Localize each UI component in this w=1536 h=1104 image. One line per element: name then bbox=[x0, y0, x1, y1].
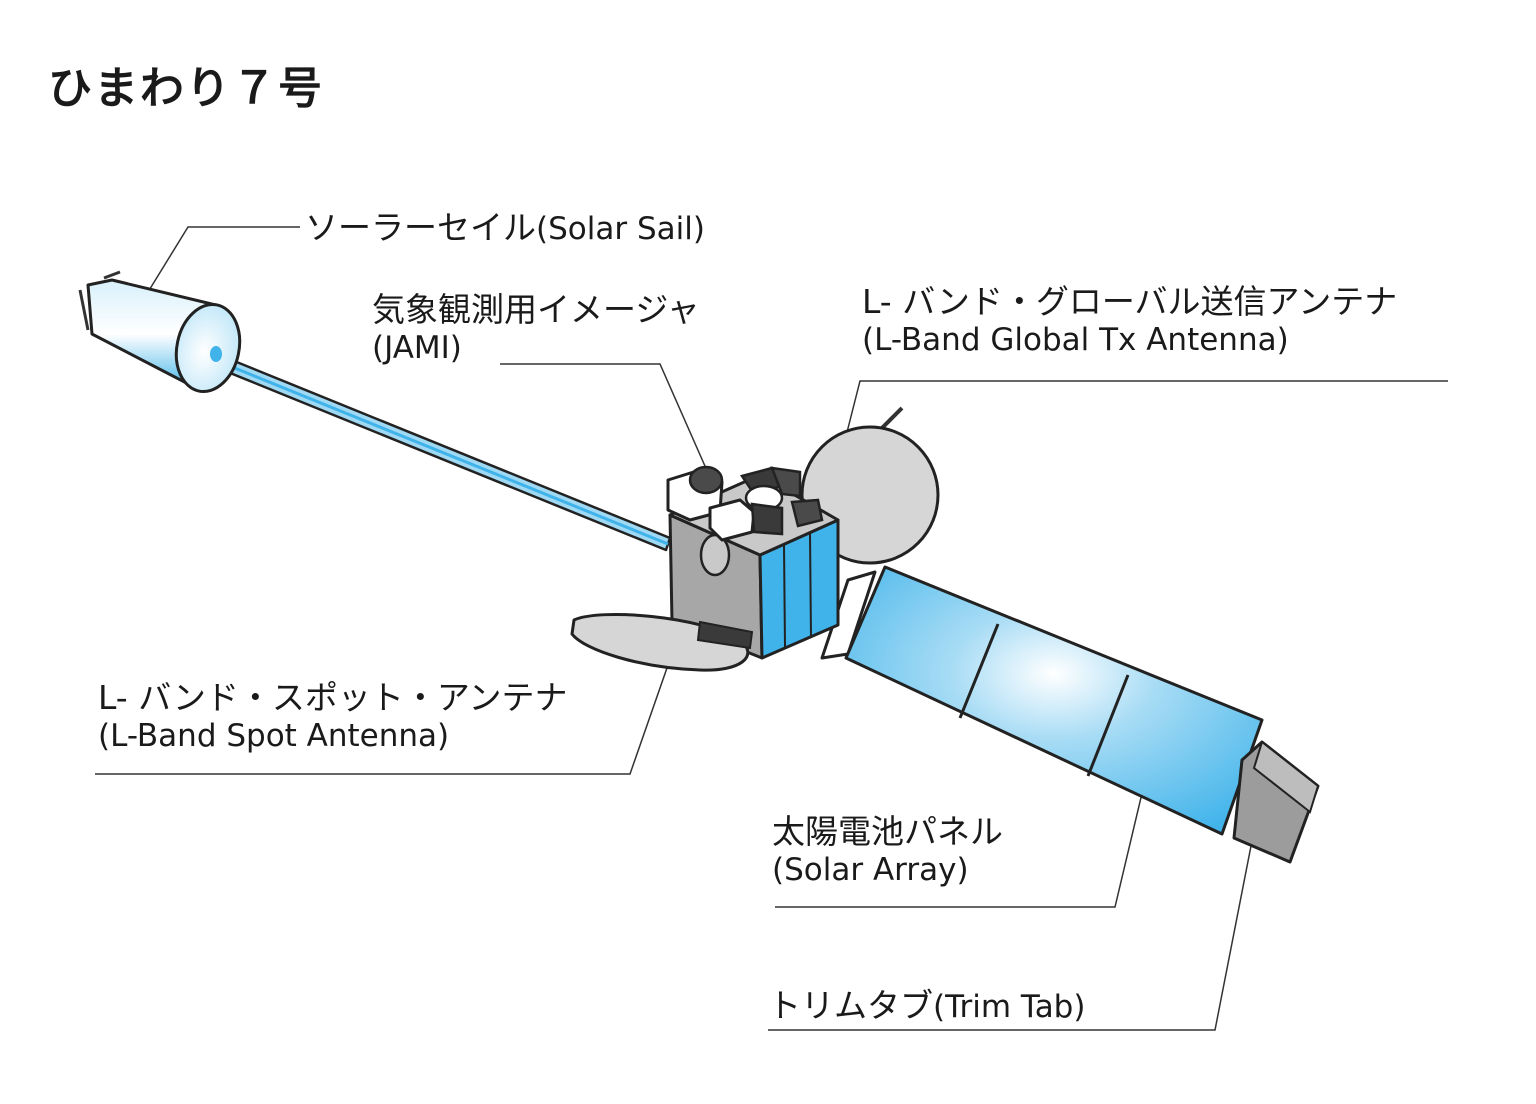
leader-lines bbox=[95, 226, 1448, 1031]
label-global-antenna-ja: L- バンド・グローバル送信アンテナ bbox=[862, 282, 1398, 321]
label-jami-en: (JAMI) bbox=[372, 330, 462, 367]
leader-solar-sail bbox=[139, 226, 300, 306]
leader-global-antenna bbox=[842, 380, 1448, 449]
boom bbox=[206, 350, 672, 552]
label-global-antenna-en: (L-Band Global Tx Antenna) bbox=[862, 322, 1289, 359]
leader-jami bbox=[500, 363, 713, 483]
jami-imager bbox=[666, 465, 824, 542]
label-spot-antenna: L- バンド・スポット・アンテナ (L-Band Spot Antenna) bbox=[98, 678, 568, 756]
label-jami: 気象観測用イメージャ (JAMI) bbox=[372, 290, 700, 368]
page-title: ひまわり７号 bbox=[48, 63, 324, 114]
label-global-antenna: L- バンド・グローバル送信アンテナ (L-Band Global Tx Ant… bbox=[862, 282, 1397, 360]
label-spot-antenna-en: (L-Band Spot Antenna) bbox=[98, 718, 450, 755]
trim-tab bbox=[1232, 740, 1320, 864]
label-jami-ja: 気象観測用イメージャ bbox=[372, 290, 700, 329]
leader-spot-antenna bbox=[95, 644, 676, 775]
label-spot-antenna-ja: L- バンド・スポット・アンテナ bbox=[98, 678, 568, 717]
solar-sail-cone bbox=[78, 270, 242, 394]
label-solar-sail: ソーラーセイル(Solar Sail) bbox=[305, 208, 705, 249]
label-solar-array: 太陽電池パネル (Solar Array) bbox=[772, 812, 1003, 890]
label-solar-array-ja: 太陽電池パネル bbox=[772, 812, 1003, 851]
leader-trim-tab bbox=[768, 799, 1261, 1031]
solar-array bbox=[820, 565, 1264, 836]
label-solar-array-en: (Solar Array) bbox=[772, 852, 969, 889]
label-trim-tab: トリムタブ(Trim Tab) bbox=[768, 986, 1085, 1027]
spot-antenna-dish bbox=[570, 613, 754, 672]
label-solar-sail-en: (Solar Sail) bbox=[536, 211, 705, 247]
label-trim-tab-en: (Trim Tab) bbox=[933, 989, 1086, 1025]
label-solar-sail-ja: ソーラーセイル bbox=[305, 208, 536, 247]
label-trim-tab-ja: トリムタブ bbox=[768, 986, 933, 1025]
leader-solar-array bbox=[775, 767, 1149, 908]
